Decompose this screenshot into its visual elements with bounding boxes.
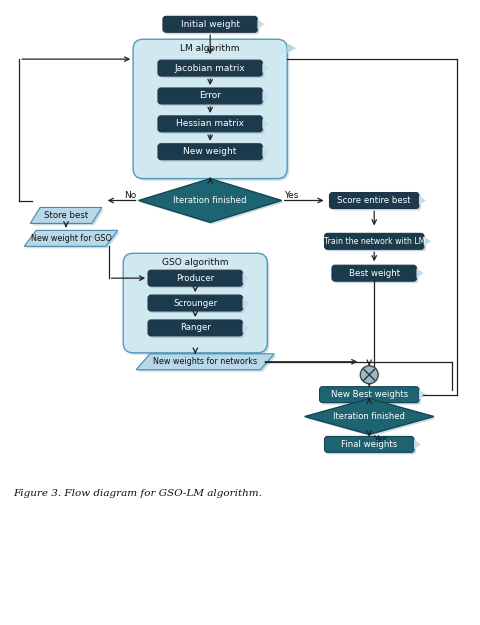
Polygon shape [32, 209, 104, 226]
FancyBboxPatch shape [158, 88, 263, 104]
Text: Final weights: Final weights [341, 440, 397, 449]
Text: Ranger: Ranger [180, 323, 211, 332]
Text: Figure 3. Flow diagram for GSO-LM algorithm.: Figure 3. Flow diagram for GSO-LM algori… [13, 489, 262, 498]
Text: No: No [124, 191, 137, 200]
Text: Best weight: Best weight [348, 269, 400, 278]
Polygon shape [307, 401, 436, 436]
Polygon shape [419, 389, 426, 399]
Polygon shape [138, 356, 276, 372]
FancyBboxPatch shape [165, 18, 259, 34]
Polygon shape [424, 236, 431, 246]
Text: Producer: Producer [176, 274, 215, 282]
Polygon shape [287, 43, 296, 53]
Polygon shape [242, 323, 250, 333]
Polygon shape [263, 119, 269, 129]
Polygon shape [263, 63, 269, 73]
FancyBboxPatch shape [158, 144, 263, 159]
FancyBboxPatch shape [148, 270, 242, 286]
FancyBboxPatch shape [125, 255, 269, 355]
FancyBboxPatch shape [158, 116, 263, 132]
Text: Initial weight: Initial weight [180, 20, 240, 29]
FancyBboxPatch shape [326, 439, 416, 454]
FancyBboxPatch shape [150, 322, 244, 338]
FancyBboxPatch shape [123, 253, 267, 353]
Text: Jacobian matrix: Jacobian matrix [175, 64, 246, 72]
Polygon shape [141, 181, 284, 224]
Text: Yes: Yes [374, 435, 388, 444]
Polygon shape [242, 273, 250, 283]
Text: Iteration finished: Iteration finished [333, 412, 405, 421]
FancyBboxPatch shape [133, 39, 287, 179]
Polygon shape [26, 232, 120, 248]
FancyBboxPatch shape [160, 90, 264, 106]
FancyBboxPatch shape [135, 41, 289, 181]
FancyBboxPatch shape [150, 272, 244, 288]
FancyBboxPatch shape [322, 389, 421, 404]
FancyBboxPatch shape [326, 236, 426, 251]
Polygon shape [414, 439, 421, 449]
Polygon shape [24, 231, 118, 246]
Text: Hessian matrix: Hessian matrix [176, 119, 244, 128]
Polygon shape [257, 19, 264, 29]
Polygon shape [242, 298, 250, 308]
FancyBboxPatch shape [148, 320, 242, 336]
Polygon shape [136, 354, 274, 370]
Polygon shape [263, 91, 269, 101]
Text: Yes: Yes [285, 191, 299, 200]
Text: GSO algorithm: GSO algorithm [162, 258, 228, 267]
FancyBboxPatch shape [160, 146, 264, 162]
FancyBboxPatch shape [332, 194, 421, 211]
Text: Train the network with LM: Train the network with LM [324, 237, 425, 246]
Polygon shape [417, 268, 423, 278]
FancyBboxPatch shape [320, 387, 419, 402]
FancyBboxPatch shape [160, 62, 264, 78]
Polygon shape [263, 147, 269, 157]
FancyBboxPatch shape [334, 268, 419, 283]
Text: Error: Error [199, 91, 221, 101]
Text: Score entire best: Score entire best [337, 196, 411, 205]
FancyBboxPatch shape [324, 436, 414, 452]
FancyBboxPatch shape [324, 233, 424, 249]
Polygon shape [139, 179, 282, 222]
FancyBboxPatch shape [160, 118, 264, 134]
Text: New Best weights: New Best weights [331, 390, 408, 399]
Polygon shape [305, 399, 434, 434]
FancyBboxPatch shape [150, 297, 244, 313]
Text: New weights for networks: New weights for networks [153, 357, 257, 366]
Polygon shape [419, 196, 426, 206]
FancyBboxPatch shape [332, 265, 417, 281]
Circle shape [360, 366, 378, 384]
Text: New weight: New weight [183, 148, 237, 156]
Text: Iteration finished: Iteration finished [173, 196, 247, 205]
Text: Store best: Store best [44, 211, 88, 220]
Polygon shape [30, 208, 102, 223]
Text: LM algorithm: LM algorithm [180, 44, 240, 53]
FancyBboxPatch shape [148, 295, 242, 311]
FancyBboxPatch shape [329, 192, 419, 209]
FancyBboxPatch shape [158, 60, 263, 76]
Text: Scrounger: Scrounger [173, 299, 217, 308]
Text: New weight for GSO: New weight for GSO [31, 234, 111, 243]
FancyBboxPatch shape [163, 16, 257, 32]
